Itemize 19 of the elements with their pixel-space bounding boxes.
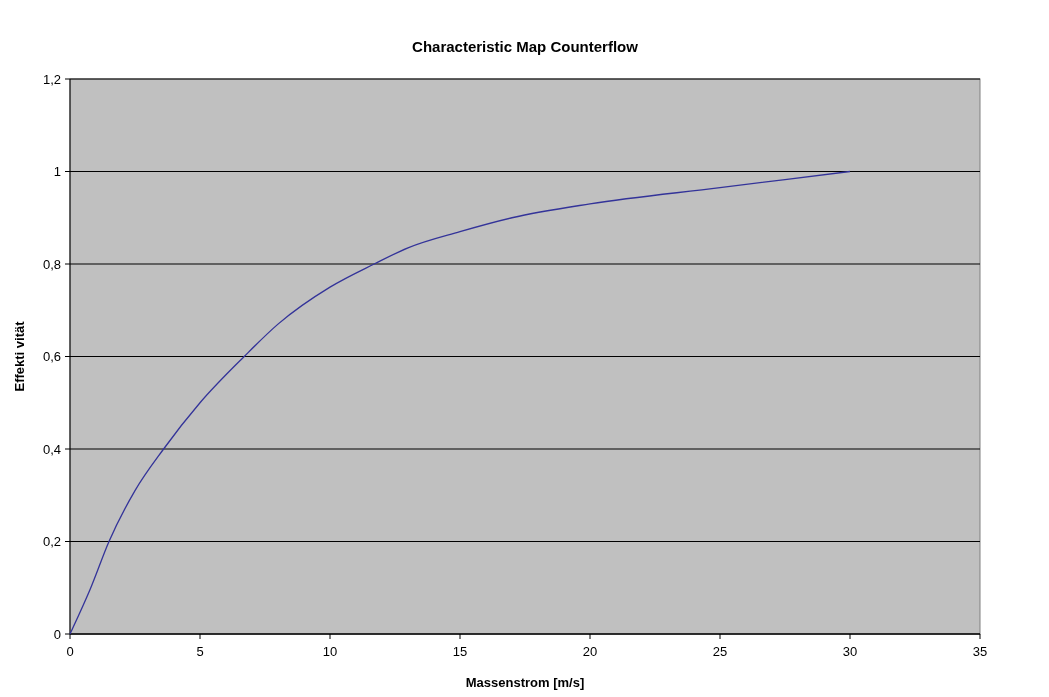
x-axis-title: Massenstrom [m/s] (465, 675, 585, 690)
y-tick-label: 0,6 (42, 349, 61, 365)
x-tick-label: 20 (582, 644, 598, 659)
y-axis-title: Effekti vität (12, 320, 27, 392)
x-tick-label: 5 (196, 644, 204, 659)
y-tick-label: 1,2 (42, 71, 61, 87)
line-series (69, 170, 851, 635)
y-tick-label: 0,8 (42, 256, 61, 272)
y-tick-label: 0,4 (42, 441, 61, 457)
x-tick-label: 15 (452, 644, 468, 659)
x-tick-label: 0 (66, 644, 74, 659)
y-tick-label: 0,2 (42, 534, 61, 550)
y-tick-label: 1 (53, 164, 61, 180)
x-tick-label: 10 (322, 644, 338, 659)
x-tick-label: 25 (712, 644, 728, 659)
x-tick-label: 30 (842, 644, 858, 659)
chart-title: Characteristic Map Counterflow (412, 38, 639, 55)
y-tick-label: 0 (53, 626, 61, 642)
x-tick-label: 35 (972, 644, 988, 659)
